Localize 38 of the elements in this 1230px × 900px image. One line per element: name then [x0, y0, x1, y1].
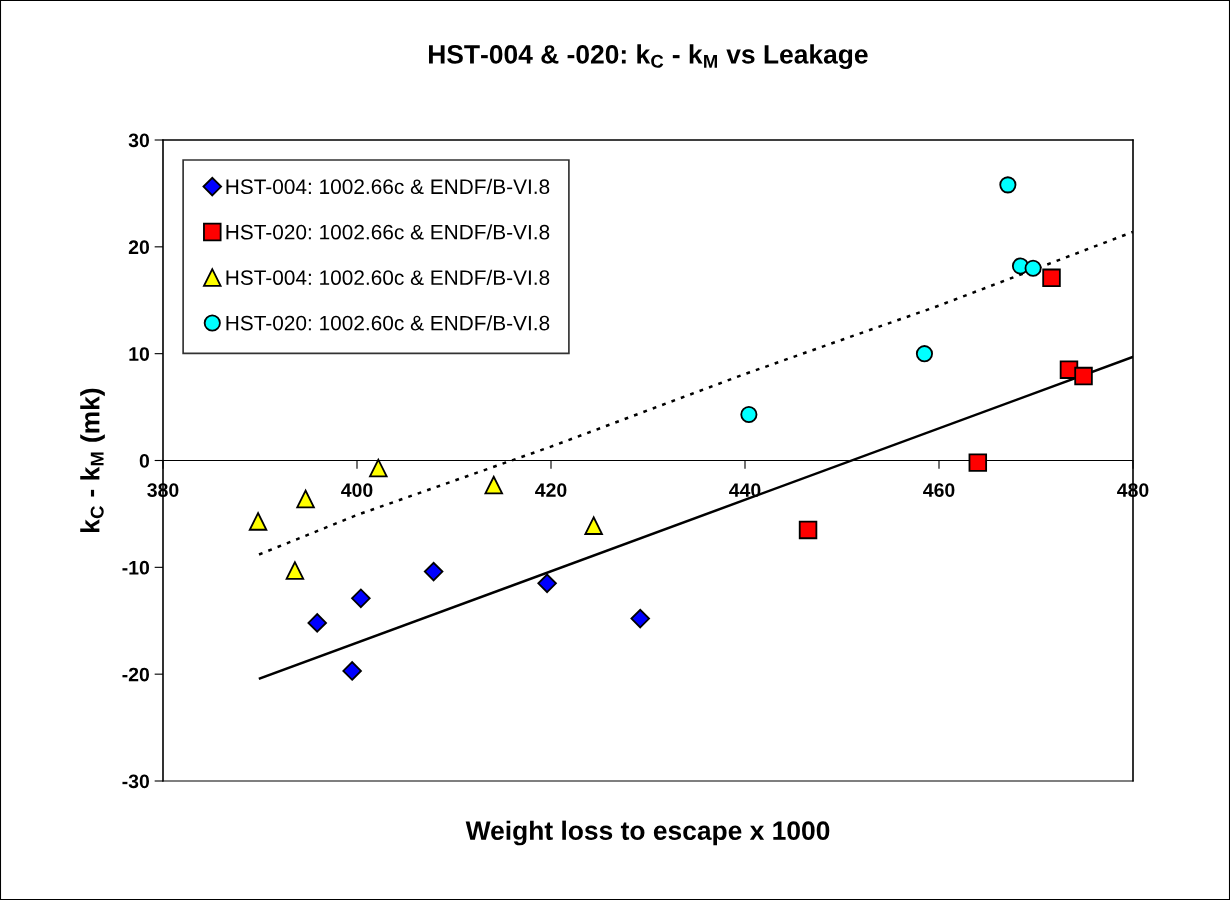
point	[1042, 268, 1061, 288]
point	[369, 458, 388, 478]
x-tick-label: 440	[729, 483, 761, 497]
x-tick-label: 420	[535, 483, 567, 497]
legend-label: HST-020: 1002.66c & ENDF/B-VI.8	[226, 224, 550, 240]
point	[307, 613, 327, 633]
x-tick-label: 460	[923, 483, 955, 497]
y-tick-label: 30	[128, 133, 150, 148]
y-tick-label: -20	[122, 667, 150, 682]
point	[351, 588, 371, 609]
point	[1074, 366, 1093, 386]
y-tick-label: 20	[128, 240, 150, 255]
point	[285, 561, 305, 580]
x-tick-label: 400	[341, 483, 373, 497]
y-tick-label: 10	[129, 347, 150, 361]
point	[296, 489, 315, 509]
legend-label: HST-004: 1002.66c & ENDF/B-VI.8	[226, 178, 550, 195]
point	[537, 573, 557, 594]
x-axis-title: Weight loss to escape x 1000	[465, 820, 830, 846]
point	[584, 516, 603, 535]
point	[798, 520, 818, 540]
point	[423, 561, 444, 582]
point	[999, 176, 1017, 194]
point	[484, 475, 504, 495]
y-tick-label: -10	[122, 560, 150, 575]
legend-label: HST-004: 1002.60c & ENDF/B-VI.8	[226, 269, 550, 286]
point	[630, 608, 650, 629]
point	[248, 512, 268, 531]
point	[968, 453, 988, 472]
y-tick-label: 0	[139, 453, 150, 468]
y-axis-title: k$_{C}$ - k$_{M}$ (mk)	[80, 388, 105, 533]
point	[342, 661, 362, 681]
point	[1024, 259, 1042, 277]
legend-label: HST-020: 1002.60c & ENDF/B-VI.8	[226, 315, 550, 331]
point	[915, 345, 933, 363]
y-tick-label: -30	[122, 774, 150, 789]
chart-title: HST-004 & -020: k$_{C}$ - k$_{M}$ vs Leakage	[429, 44, 868, 70]
point	[740, 406, 758, 424]
